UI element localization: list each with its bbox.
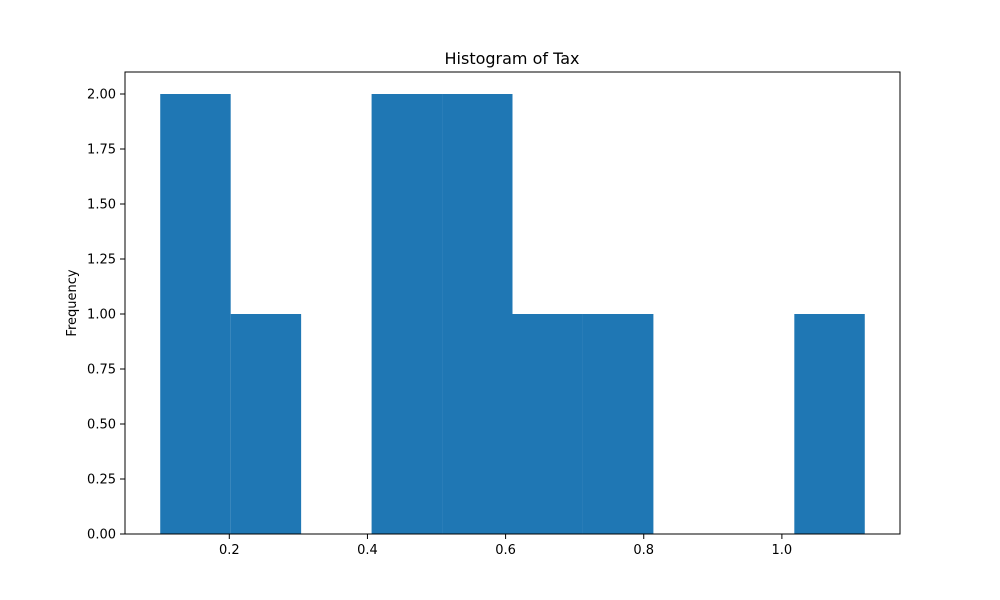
y-tick-label: 2.00 <box>87 88 116 103</box>
x-tick-label: 0.6 <box>495 543 516 558</box>
histogram-bar <box>582 314 654 534</box>
chart-title: Histogram of Tax <box>445 49 580 68</box>
x-tick-label: 0.2 <box>219 543 240 558</box>
plot-area-frame <box>124 71 901 535</box>
x-tick-label: 1.0 <box>772 543 793 558</box>
y-tick-label: 1.25 <box>87 253 116 268</box>
histogram-bar <box>794 314 865 534</box>
x-tick-label: 0.8 <box>633 543 654 558</box>
y-tick-label: 0.75 <box>87 363 116 378</box>
y-tick-label: 0.25 <box>87 473 116 488</box>
histogram-bar <box>512 314 583 534</box>
y-axis-title: Frequency <box>65 269 80 336</box>
histogram-bar <box>160 94 231 534</box>
bars-layer <box>160 94 865 534</box>
y-tick-label: 1.75 <box>87 143 116 158</box>
y-tick-label: 1.00 <box>87 308 116 323</box>
histogram-bar <box>371 94 443 534</box>
y-tick-label: 0.50 <box>87 418 116 433</box>
y-axis-ticks: 0.00 0.25 0.50 0.75 1.00 1.25 1.50 1.75 2.00 <box>87 88 125 543</box>
x-tick-label: 0.4 <box>357 543 378 558</box>
histogram-bar <box>442 94 513 534</box>
x-axis-ticks: 0.2 0.4 0.6 0.8 1.0 <box>219 534 792 558</box>
histogram-bar <box>230 314 302 534</box>
y-tick-label: 1.50 <box>87 198 116 213</box>
y-tick-label: 0.00 <box>87 528 116 543</box>
